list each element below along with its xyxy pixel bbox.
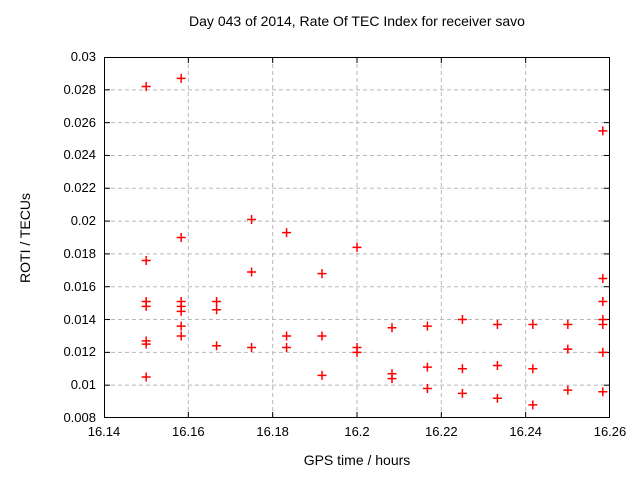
data-point-marker xyxy=(387,323,397,333)
data-point-marker xyxy=(598,274,608,284)
data-point-marker xyxy=(492,319,502,329)
data-point-marker xyxy=(176,233,186,242)
chart-title: Day 043 of 2014, Rate Of TEC Index for r… xyxy=(189,13,525,29)
y-axis-label: ROTI / TECUs xyxy=(17,193,33,283)
data-point-marker xyxy=(212,305,222,315)
x-axis-label: GPS time / hours xyxy=(303,452,411,468)
plot-canvas xyxy=(103,56,611,419)
data-point-marker xyxy=(247,214,257,224)
data-point-marker xyxy=(422,362,432,372)
data-point-marker xyxy=(282,331,292,341)
data-point-marker xyxy=(212,296,222,306)
y-tick-label: 0.026 xyxy=(63,114,96,130)
y-tick-label: 0.018 xyxy=(63,245,96,261)
data-point-marker xyxy=(176,331,186,341)
y-tick-label: 0.016 xyxy=(63,278,96,294)
data-point-marker xyxy=(457,315,467,325)
data-point-marker xyxy=(352,347,362,357)
data-point-marker xyxy=(598,387,608,397)
y-tick-label: 0.03 xyxy=(70,49,96,64)
y-tick-label: 0.01 xyxy=(70,377,96,393)
data-point-marker xyxy=(598,296,608,306)
data-point-marker xyxy=(282,342,292,352)
data-point-marker xyxy=(141,301,151,311)
x-tick-label: 16.24 xyxy=(509,424,542,439)
plot-area xyxy=(103,56,611,419)
y-tick-label: 0.024 xyxy=(63,147,96,163)
y-tick-label: 0.014 xyxy=(63,311,96,327)
data-point-marker xyxy=(422,321,432,331)
data-point-marker xyxy=(528,319,538,329)
x-tick-label: 16.16 xyxy=(172,424,205,439)
data-point-marker xyxy=(422,383,432,393)
plot-border xyxy=(104,57,610,418)
data-point-marker xyxy=(598,126,608,136)
y-tick-label: 0.012 xyxy=(63,344,96,360)
data-point-marker xyxy=(352,242,362,252)
y-tick-label: 0.02 xyxy=(70,213,96,229)
x-tick-label: 16.22 xyxy=(425,424,458,439)
data-point-marker xyxy=(598,319,608,329)
data-point-marker xyxy=(176,321,186,331)
y-tick-label: 0.008 xyxy=(63,410,96,425)
x-tick-label: 16.2 xyxy=(344,424,370,439)
data-point-marker xyxy=(212,341,222,351)
data-point-marker xyxy=(317,370,327,380)
data-point-marker xyxy=(141,339,151,349)
data-point-marker xyxy=(598,347,608,357)
data-point-marker xyxy=(282,228,292,238)
data-point-marker xyxy=(563,319,573,329)
data-point-marker xyxy=(176,73,186,83)
data-point-marker xyxy=(247,267,257,277)
data-point-marker xyxy=(528,400,538,410)
data-point-marker xyxy=(457,364,467,374)
data-point-marker xyxy=(247,342,257,352)
y-tick-label: 0.028 xyxy=(63,81,96,97)
y-tick-label: 0.022 xyxy=(63,180,96,196)
x-tick-label: 16.18 xyxy=(256,424,289,439)
data-point-marker xyxy=(176,306,186,316)
data-point-marker xyxy=(317,331,327,341)
data-point-marker xyxy=(492,393,502,403)
data-point-marker xyxy=(141,255,151,265)
data-point-marker xyxy=(492,360,502,370)
data-point-marker xyxy=(528,364,538,374)
data-point-marker xyxy=(141,82,151,92)
data-point-marker xyxy=(317,269,327,279)
data-point-marker xyxy=(563,344,573,354)
data-point-marker xyxy=(563,385,573,395)
data-point-marker xyxy=(387,374,397,384)
data-point-marker xyxy=(457,388,467,398)
x-tick-label: 16.26 xyxy=(593,424,627,439)
x-tick-label: 16.14 xyxy=(87,424,121,439)
data-point-marker xyxy=(141,372,151,382)
